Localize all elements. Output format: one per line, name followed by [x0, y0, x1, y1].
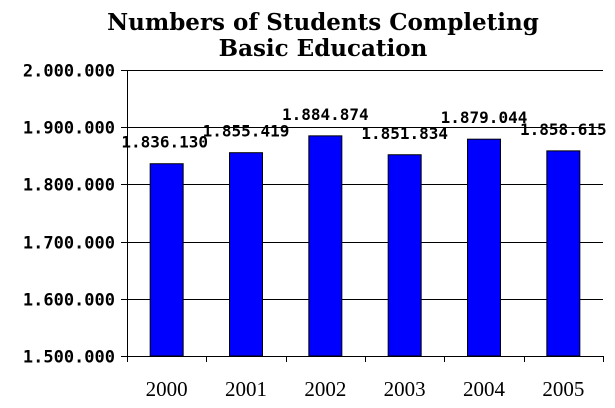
bars [149, 135, 581, 357]
x-axis-tick-labels: 2000 2001 2002 2003 2004 2005 [146, 377, 585, 401]
bar [308, 135, 343, 357]
data-label: 1.879.044 [441, 108, 528, 127]
x-tick-label: 2000 [146, 377, 188, 401]
x-tick-label: 2005 [542, 377, 584, 401]
chart-title: Numbers of Students Completing Basic Edu… [107, 9, 539, 62]
y-tick-label: 1.600.000 [23, 291, 115, 311]
chart-title-line-2: Basic Education [219, 35, 428, 62]
y-axis-tick-labels: 1.500.000 1.600.000 1.700.000 1.800.000 1.90… [23, 62, 115, 368]
y-tick-label: 1.800.000 [23, 176, 115, 196]
data-label: 1.858.615 [520, 120, 607, 139]
gridlines [121, 70, 603, 357]
y-tick-label: 2.000.000 [23, 62, 115, 82]
bar [387, 154, 422, 357]
x-tick-label: 2002 [304, 377, 346, 401]
bar [149, 163, 184, 357]
chart-title-line-1: Numbers of Students Completing [107, 9, 539, 36]
y-tick-label: 1.500.000 [23, 348, 115, 368]
bar [546, 150, 581, 357]
bar [229, 152, 263, 357]
data-label: 1.836.130 [121, 133, 208, 152]
data-label: 1.851.834 [361, 124, 448, 143]
data-labels: 1.836.1301.855.4191.884.8741.851.8341.87… [121, 105, 606, 152]
bar [467, 138, 501, 357]
y-tick-label: 1.700.000 [23, 234, 115, 254]
x-tick-label: 2001 [225, 377, 267, 401]
data-label: 1.855.419 [203, 122, 290, 141]
x-tick-label: 2003 [384, 377, 426, 401]
axes [127, 70, 604, 362]
x-tick-label: 2004 [463, 377, 506, 401]
data-label: 1.884.874 [282, 105, 369, 124]
y-tick-label: 1.900.000 [23, 119, 115, 139]
